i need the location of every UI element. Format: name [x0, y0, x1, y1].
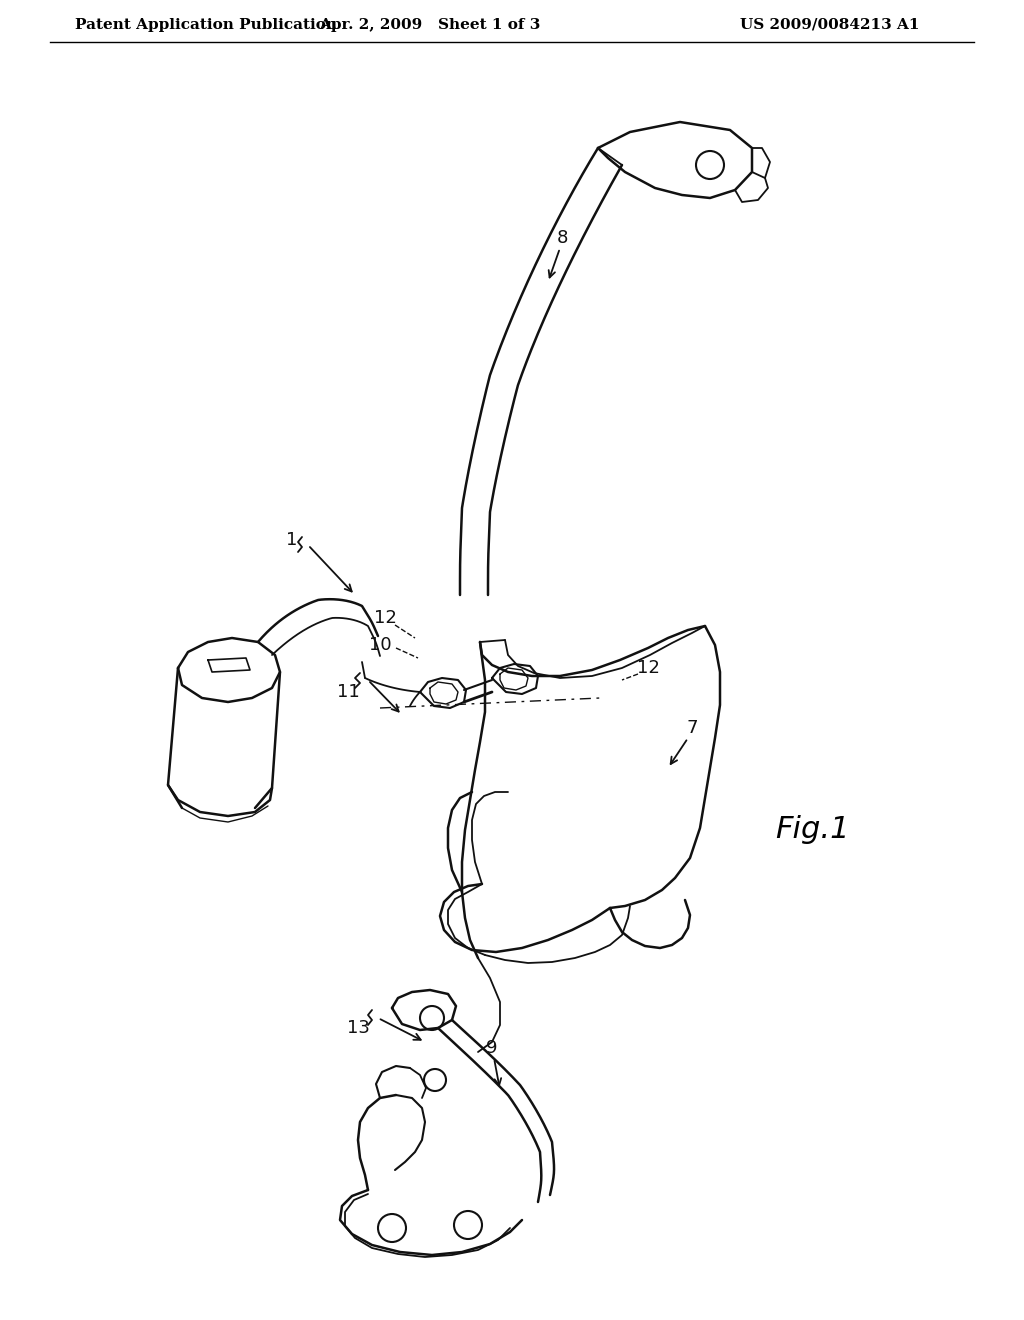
Text: 8: 8: [556, 228, 567, 247]
Text: 7: 7: [686, 719, 697, 737]
Text: 13: 13: [346, 1019, 370, 1038]
Text: 9: 9: [486, 1039, 498, 1057]
Text: Apr. 2, 2009   Sheet 1 of 3: Apr. 2, 2009 Sheet 1 of 3: [319, 18, 541, 32]
Text: 10: 10: [370, 636, 392, 653]
Text: Patent Application Publication: Patent Application Publication: [75, 18, 337, 32]
Text: US 2009/0084213 A1: US 2009/0084213 A1: [740, 18, 920, 32]
Text: Fig.1: Fig.1: [775, 816, 850, 845]
Text: 11: 11: [337, 682, 359, 701]
Text: 12: 12: [374, 609, 396, 627]
Text: 1: 1: [287, 531, 298, 549]
Text: 12: 12: [637, 659, 659, 677]
